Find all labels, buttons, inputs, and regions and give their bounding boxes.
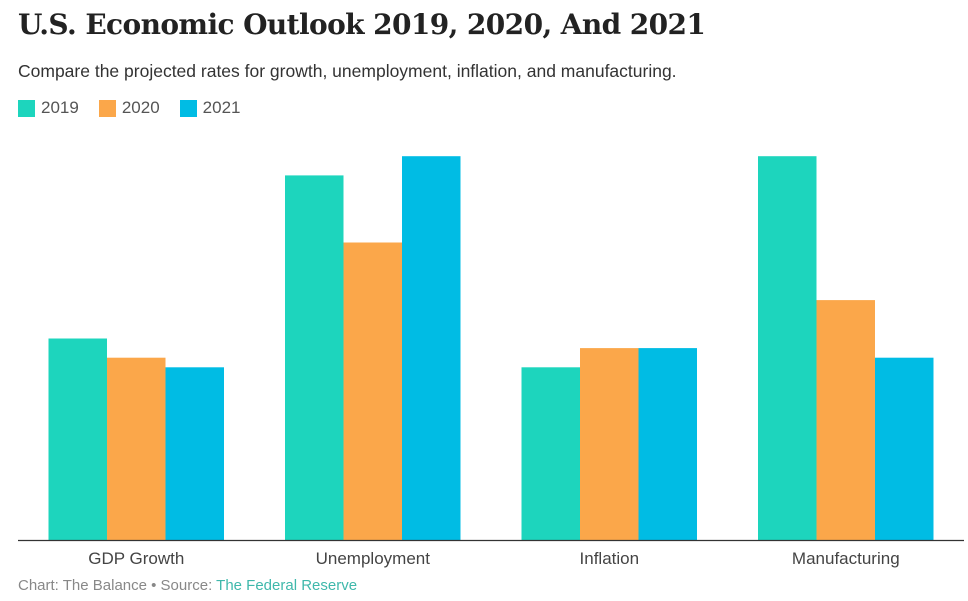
chart-footer: Chart: The Balance • Source: The Federal… [18, 577, 357, 594]
bar-inflation-2019 [521, 367, 580, 540]
chart-legend: 2019 2020 2021 [18, 97, 260, 119]
bar-manufacturing-2020 [816, 300, 875, 540]
legend-label-2021: 2021 [202, 98, 241, 117]
legend-swatch-2020 [98, 99, 116, 117]
legend-swatch-2019 [18, 99, 35, 117]
bar-inflation-2020 [580, 348, 639, 540]
source-link[interactable]: The Federal Reserve [216, 577, 358, 594]
bar-unemployment-2021 [402, 156, 461, 540]
bar-gdp-growth-2019 [48, 338, 107, 540]
legend-item-2020: 2020 [98, 98, 160, 118]
legend-label-2020: 2020 [121, 98, 160, 117]
legend-label-2019: 2019 [41, 98, 79, 117]
chart-title: U.S. Economic Outlook 2019, 2020, And 20… [18, 8, 706, 41]
footer-credit: Chart: The Balance • Source: [18, 577, 217, 594]
bar-manufacturing-2019 [758, 156, 817, 540]
bar-gdp-growth-2020 [107, 357, 166, 540]
x-tick-label-manufacturing: Manufacturing [792, 549, 900, 568]
bar-gdp-growth-2021 [165, 367, 224, 540]
bar-manufacturing-2021 [875, 357, 934, 540]
bar-unemployment-2019 [285, 175, 344, 540]
x-tick-label-inflation: Inflation [580, 549, 640, 568]
x-tick-label-unemployment: Unemployment [316, 549, 431, 568]
bar-unemployment-2020 [343, 242, 402, 540]
bar-inflation-2021 [638, 348, 697, 540]
legend-item-2021: 2021 [179, 98, 241, 118]
x-tick-label-gdp-growth: GDP Growth [88, 549, 184, 568]
legend-swatch-2021 [179, 99, 197, 117]
chart-subtitle: Compare the projected rates for growth, … [18, 61, 677, 81]
legend-item-2019: 2019 [18, 98, 79, 118]
